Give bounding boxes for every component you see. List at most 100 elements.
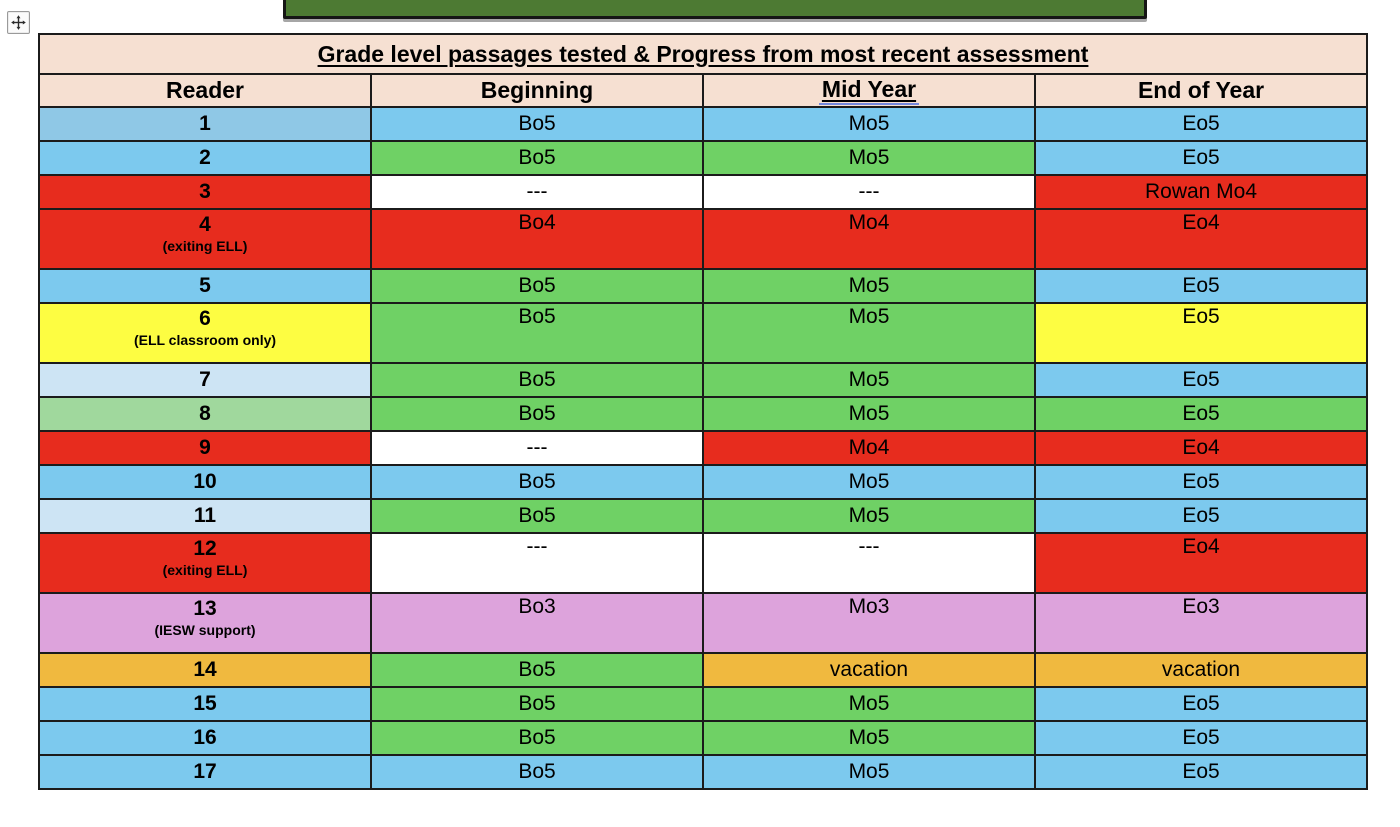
- value-cell[interactable]: Eo5: [1034, 396, 1368, 432]
- reader-cell[interactable]: 10: [38, 464, 372, 500]
- value-cell[interactable]: ---: [370, 174, 704, 210]
- reader-cell[interactable]: 12 (exiting ELL): [38, 532, 372, 594]
- value-cell[interactable]: Bo5: [370, 362, 704, 398]
- reader-cell[interactable]: 1: [38, 106, 372, 142]
- value-cell[interactable]: Eo4: [1034, 532, 1368, 594]
- value-cell[interactable]: Mo5: [702, 106, 1036, 142]
- table-row: 8 Bo5 Mo5 Eo5: [38, 396, 1368, 432]
- reader-note: (IESW support): [154, 622, 256, 639]
- reader-cell[interactable]: 11: [38, 498, 372, 534]
- table-move-handle[interactable]: [7, 11, 30, 34]
- value-cell[interactable]: Bo5: [370, 754, 704, 790]
- value-cell[interactable]: Bo5: [370, 652, 704, 688]
- column-header-end-of-year[interactable]: End of Year: [1034, 73, 1368, 108]
- value-cell[interactable]: Mo5: [702, 362, 1036, 398]
- reader-number: 5: [199, 274, 211, 298]
- value-cell[interactable]: Bo5: [370, 464, 704, 500]
- reader-cell[interactable]: 4 (exiting ELL): [38, 208, 372, 270]
- green-banner-shape[interactable]: [283, 0, 1147, 19]
- value-cell[interactable]: Bo5: [370, 396, 704, 432]
- reader-number: 9: [199, 436, 211, 460]
- value-cell[interactable]: Eo5: [1034, 754, 1368, 790]
- table-row: 15 Bo5 Mo5 Eo5: [38, 686, 1368, 722]
- value-cell[interactable]: ---: [370, 532, 704, 594]
- value-cell[interactable]: Mo5: [702, 720, 1036, 756]
- table-title-row: Grade level passages tested & Progress f…: [38, 33, 1368, 75]
- reader-number: 13: [193, 597, 217, 620]
- value-cell[interactable]: Bo3: [370, 592, 704, 654]
- value-cell[interactable]: Mo4: [702, 430, 1036, 466]
- reader-cell[interactable]: 14: [38, 652, 372, 688]
- value-cell[interactable]: ---: [702, 532, 1036, 594]
- value-cell[interactable]: Mo4: [702, 208, 1036, 270]
- value-cell[interactable]: Mo5: [702, 302, 1036, 364]
- value-cell[interactable]: Bo5: [370, 106, 704, 142]
- reader-note: (exiting ELL): [162, 562, 248, 579]
- value-cell[interactable]: Eo4: [1034, 208, 1368, 270]
- value-cell[interactable]: Eo5: [1034, 268, 1368, 304]
- reader-cell[interactable]: 15: [38, 686, 372, 722]
- value-cell[interactable]: Eo5: [1034, 302, 1368, 364]
- value-cell[interactable]: Eo5: [1034, 362, 1368, 398]
- table-row: 6 (ELL classroom only) Bo5 Mo5 Eo5: [38, 302, 1368, 364]
- value-cell[interactable]: Eo5: [1034, 720, 1368, 756]
- reader-number: 2: [199, 146, 211, 170]
- reader-number: 14: [193, 658, 217, 682]
- value-cell[interactable]: Bo5: [370, 720, 704, 756]
- value-cell[interactable]: Eo5: [1034, 498, 1368, 534]
- reader-cell[interactable]: 9: [38, 430, 372, 466]
- value-cell[interactable]: Mo3: [702, 592, 1036, 654]
- value-cell[interactable]: Mo5: [702, 464, 1036, 500]
- reader-cell[interactable]: 6 (ELL classroom only): [38, 302, 372, 364]
- value-cell[interactable]: Mo5: [702, 396, 1036, 432]
- table-row: 12 (exiting ELL) --- --- Eo4: [38, 532, 1368, 594]
- table-row: 13 (IESW support) Bo3 Mo3 Eo3: [38, 592, 1368, 654]
- value-cell[interactable]: Eo5: [1034, 140, 1368, 176]
- reader-cell[interactable]: 5: [38, 268, 372, 304]
- reader-note: (exiting ELL): [162, 238, 248, 255]
- value-cell[interactable]: Eo3: [1034, 592, 1368, 654]
- reader-cell[interactable]: 16: [38, 720, 372, 756]
- table-row: 7 Bo5 Mo5 Eo5: [38, 362, 1368, 398]
- reader-number: 11: [193, 504, 217, 528]
- table-body: 1 Bo5 Mo5 Eo5 2 Bo5 Mo5 Eo5 3 --- --- Rowan Mo4 4 (ex…: [38, 106, 1368, 790]
- reader-cell[interactable]: 17: [38, 754, 372, 790]
- reader-note: (ELL classroom only): [133, 332, 277, 349]
- reader-number: 15: [193, 692, 217, 716]
- value-cell[interactable]: vacation: [1034, 652, 1368, 688]
- reader-cell[interactable]: 3: [38, 174, 372, 210]
- value-cell[interactable]: Eo5: [1034, 106, 1368, 142]
- table-row: 11 Bo5 Mo5 Eo5: [38, 498, 1368, 534]
- reader-cell[interactable]: 7: [38, 362, 372, 398]
- reader-cell[interactable]: 8: [38, 396, 372, 432]
- value-cell[interactable]: Bo5: [370, 498, 704, 534]
- value-cell[interactable]: Eo5: [1034, 686, 1368, 722]
- value-cell[interactable]: Mo5: [702, 140, 1036, 176]
- reader-cell[interactable]: 2: [38, 140, 372, 176]
- value-cell[interactable]: Eo4: [1034, 430, 1368, 466]
- table-title-cell[interactable]: Grade level passages tested & Progress f…: [38, 33, 1368, 75]
- value-cell[interactable]: Mo5: [702, 498, 1036, 534]
- value-cell[interactable]: Mo5: [702, 268, 1036, 304]
- value-cell[interactable]: Rowan Mo4: [1034, 174, 1368, 210]
- value-cell[interactable]: Bo5: [370, 302, 704, 364]
- value-cell[interactable]: ---: [370, 430, 704, 466]
- column-header-beginning[interactable]: Beginning: [370, 73, 704, 108]
- value-cell[interactable]: Bo4: [370, 208, 704, 270]
- value-cell[interactable]: Mo5: [702, 754, 1036, 790]
- value-cell[interactable]: vacation: [702, 652, 1036, 688]
- value-cell[interactable]: ---: [702, 174, 1036, 210]
- reader-number: 1: [199, 112, 211, 136]
- reader-cell[interactable]: 13 (IESW support): [38, 592, 372, 654]
- table-row: 4 (exiting ELL) Bo4 Mo4 Eo4: [38, 208, 1368, 270]
- table-row: 3 --- --- Rowan Mo4: [38, 174, 1368, 210]
- reader-number: 8: [199, 402, 211, 426]
- value-cell[interactable]: Eo5: [1034, 464, 1368, 500]
- value-cell[interactable]: Mo5: [702, 686, 1036, 722]
- column-header-mid-year[interactable]: Mid Year: [702, 73, 1036, 108]
- value-cell[interactable]: Bo5: [370, 268, 704, 304]
- column-header-reader[interactable]: Reader: [38, 73, 372, 108]
- value-cell[interactable]: Bo5: [370, 140, 704, 176]
- reader-number: 12: [193, 537, 217, 560]
- value-cell[interactable]: Bo5: [370, 686, 704, 722]
